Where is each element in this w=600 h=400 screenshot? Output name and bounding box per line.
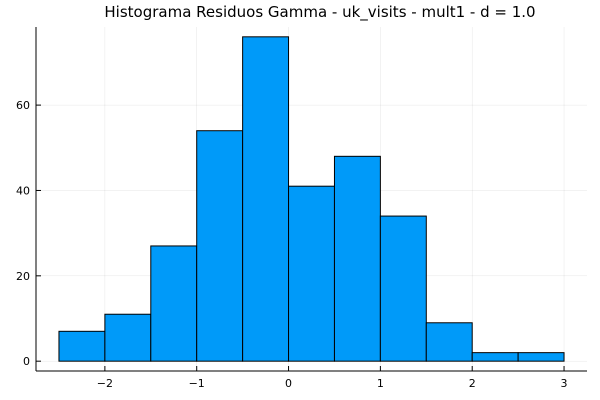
x-tick-label: −1 — [189, 377, 205, 390]
histogram-bar — [333, 155, 381, 362]
histogram-bar — [471, 352, 519, 362]
x-tick-label: 3 — [561, 377, 568, 390]
y-tick-label: 20 — [16, 270, 30, 283]
histogram-bars — [58, 36, 565, 362]
histogram-bar — [150, 245, 198, 362]
histogram-bar — [517, 352, 565, 362]
histogram-bar — [425, 322, 473, 362]
y-tick-label: 40 — [16, 184, 30, 197]
axes: −2 −1 0 1 2 3 0 20 40 60 — [16, 27, 587, 390]
histogram-bar — [288, 185, 335, 362]
x-tick-label: 0 — [285, 377, 292, 390]
histogram-bar — [104, 313, 152, 362]
chart-title: Histograma Residuos Gamma - uk_visits - … — [104, 3, 535, 22]
x-tick-label: −2 — [97, 377, 113, 390]
y-tick-label: 0 — [23, 355, 30, 368]
histogram-bar — [58, 330, 106, 362]
x-tick-label: 1 — [377, 377, 384, 390]
x-tick-label: 2 — [469, 377, 476, 390]
histogram-bar — [379, 215, 427, 362]
histogram-bar — [196, 130, 244, 362]
histogram-bar — [242, 36, 290, 362]
y-tick-label: 60 — [16, 99, 30, 112]
